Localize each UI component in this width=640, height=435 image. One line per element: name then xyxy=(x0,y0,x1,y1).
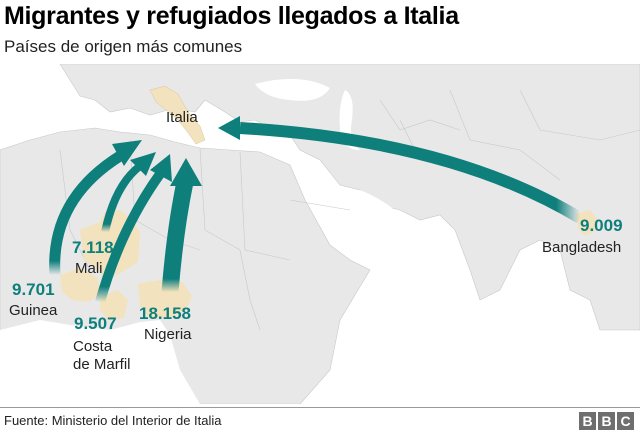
value-bangladesh: 9.009 xyxy=(580,216,623,235)
landmass-eurasia xyxy=(59,64,640,331)
value-nigeria: 18.158 xyxy=(139,304,191,323)
value-guinea: 9.701 xyxy=(12,280,55,299)
bbc-logo-letter: B xyxy=(598,412,615,430)
country-costa-de-marfil xyxy=(100,290,128,320)
bbc-logo-letter: B xyxy=(579,412,596,430)
map: Italia 7.118 Mali 9.701 Guinea 9.507 Cos… xyxy=(0,64,640,404)
footer-divider xyxy=(0,407,640,408)
country-guinea xyxy=(60,268,100,302)
bbc-logo-letter: C xyxy=(617,412,634,430)
source-note: Fuente: Ministerio del Interior de Itali… xyxy=(4,413,222,428)
flow-arrows xyxy=(49,116,584,304)
value-costa-de-marfil: 9.507 xyxy=(74,314,117,333)
country-bangladesh xyxy=(576,210,598,236)
label-italia: Italia xyxy=(166,109,198,126)
country-italia xyxy=(149,85,206,145)
label-nigeria: Nigeria xyxy=(144,326,192,343)
value-mali: 7.118 xyxy=(72,238,114,257)
label-mali: Mali xyxy=(75,260,103,277)
chart-subtitle: Países de origen más comunes xyxy=(4,37,243,56)
label-costa-de-marfil-line2: de Marfil xyxy=(73,356,131,373)
label-costa-de-marfil-line1: Costa xyxy=(73,338,113,355)
label-guinea: Guinea xyxy=(9,302,58,319)
label-bangladesh: Bangladesh xyxy=(542,239,622,256)
chart-title: Migrantes y refugiados llegados a Italia xyxy=(4,2,459,30)
bbc-logo: B B C xyxy=(579,412,634,430)
